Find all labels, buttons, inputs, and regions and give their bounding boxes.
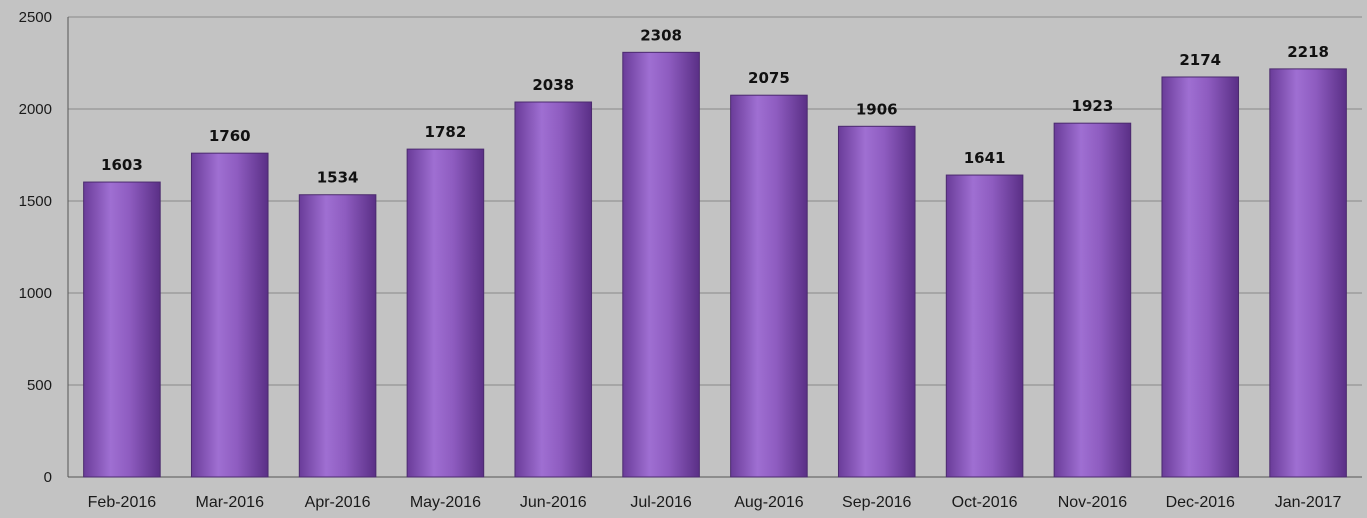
bar-Oct-2016 — [945, 174, 1024, 478]
bar-Nov-2016 — [1053, 122, 1132, 478]
data-label-Mar-2016: 1760 — [209, 127, 251, 145]
data-label-May-2016: 1782 — [425, 123, 467, 141]
data-label-Jul-2016: 2308 — [640, 26, 682, 44]
y-tick-label-1000: 1000 — [19, 285, 52, 302]
data-label-Feb-2016: 1603 — [101, 156, 143, 174]
bar-Feb-2016 — [83, 181, 161, 478]
data-label-Apr-2016: 1534 — [317, 169, 359, 187]
data-label-Dec-2016: 2174 — [1179, 51, 1221, 69]
x-tick-label-Jul-2016: Jul-2016 — [630, 494, 691, 511]
y-tick-label-2500: 2500 — [19, 9, 52, 26]
x-tick-label-Feb-2016: Feb-2016 — [88, 494, 157, 511]
x-tick-label-Apr-2016: Apr-2016 — [305, 494, 371, 511]
bar-Dec-2016 — [1161, 76, 1240, 478]
data-label-Oct-2016: 1641 — [964, 149, 1006, 167]
bar-Aug-2016 — [730, 94, 808, 478]
x-tick-label-Aug-2016: Aug-2016 — [734, 494, 803, 511]
data-label-Jan-2017: 2218 — [1287, 43, 1329, 61]
x-tick-label-Nov-2016: Nov-2016 — [1058, 494, 1127, 511]
y-tick-label-1500: 1500 — [19, 193, 52, 210]
x-tick-label-Mar-2016: Mar-2016 — [196, 494, 265, 511]
y-tick-label-0: 0 — [44, 469, 52, 486]
axes: 0 500 1000 1500 2000 2500 — [19, 9, 1362, 486]
y-tick-label-500: 500 — [27, 377, 52, 394]
x-tick-label-Oct-2016: Oct-2016 — [952, 494, 1018, 511]
x-tick-label-Jan-2017: Jan-2017 — [1275, 494, 1342, 511]
bars — [83, 51, 1347, 478]
bar-Jan-2017 — [1269, 68, 1347, 478]
gridlines — [68, 16, 1362, 386]
data-label-Sep-2016: 1906 — [856, 100, 898, 118]
y-tick-label-2000: 2000 — [19, 101, 52, 118]
x-tick-label-Sep-2016: Sep-2016 — [842, 494, 911, 511]
x-tick-label-Dec-2016: Dec-2016 — [1166, 494, 1235, 511]
labels: 1603 Feb-2016 1760 Mar-2016 1534 Apr-2016 1782… — [88, 26, 1342, 511]
x-tick-label-Jun-2016: Jun-2016 — [520, 494, 587, 511]
bar-Jun-2016 — [514, 101, 593, 478]
bar-Mar-2016 — [190, 152, 269, 478]
bar-May-2016 — [406, 148, 485, 478]
bar-Apr-2016 — [298, 194, 377, 478]
data-label-Jun-2016: 2038 — [532, 76, 574, 94]
bar-Sep-2016 — [837, 125, 916, 478]
data-label-Aug-2016: 2075 — [748, 69, 790, 87]
data-label-Nov-2016: 1923 — [1072, 97, 1114, 115]
x-tick-label-May-2016: May-2016 — [410, 494, 481, 511]
bar-Jul-2016 — [622, 51, 700, 478]
